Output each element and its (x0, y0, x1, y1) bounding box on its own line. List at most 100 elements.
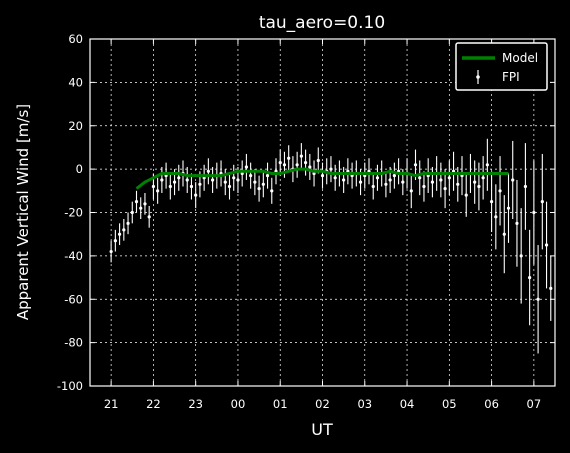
fpi-point (244, 165, 249, 169)
fpi-point (430, 180, 435, 184)
axis-ticks: 60 40 20 0 -20 -40 -60 -80 -100 21 22 23 00 01 02 03 04 0… (57, 32, 555, 411)
fpi-point (519, 254, 523, 258)
fpi-point (316, 158, 320, 163)
fpi-point (278, 161, 282, 165)
fpi-point (249, 174, 253, 178)
fpi-point (498, 189, 502, 193)
y-axis-label: Apparent Vertical Wind [m/s] (14, 104, 32, 320)
x-tick-label: 06 (484, 397, 499, 411)
fpi-point (172, 180, 177, 184)
fpi-point (532, 210, 536, 215)
fpi-point (109, 249, 113, 254)
fpi-point (253, 180, 257, 184)
fpi-point (156, 189, 160, 193)
fpi-point (139, 206, 143, 210)
fpi-point (477, 184, 481, 189)
fpi-point (342, 178, 346, 182)
fpi-point (257, 187, 261, 191)
x-axis-label: UT (311, 420, 333, 439)
fpi-point (536, 297, 540, 301)
y-tick-label: -20 (64, 206, 83, 220)
fpi-point (384, 182, 388, 186)
fpi-point (329, 167, 333, 171)
x-tick-label: 00 (231, 397, 246, 411)
y-tick-label: 20 (68, 119, 83, 133)
fpi-point (418, 176, 422, 180)
fpi-point (388, 178, 392, 182)
x-tick-label: 23 (188, 397, 203, 411)
fpi-point (223, 180, 227, 184)
fpi-point (299, 154, 303, 158)
fpi-point (540, 200, 544, 204)
x-tick-label: 05 (442, 397, 457, 411)
legend-model-label: Model (502, 51, 538, 65)
fpi-point (282, 163, 287, 167)
fpi-point (506, 206, 511, 210)
fpi-point (130, 210, 134, 215)
model-line (135, 167, 509, 190)
fpi-point (439, 178, 443, 182)
fpi-point (494, 215, 498, 219)
fpi-point (528, 275, 532, 280)
fpi-point (473, 180, 477, 184)
fpi-point (236, 178, 240, 182)
fpi-point (502, 232, 506, 236)
fpi-point (375, 176, 380, 180)
fpi-point (443, 187, 447, 191)
x-tick-label: 21 (104, 397, 119, 411)
fpi-point (113, 239, 117, 243)
x-tick-label: 04 (400, 397, 415, 411)
chart-title: tau_aero=0.10 (259, 13, 385, 33)
fpi-point (401, 180, 405, 184)
fpi-point (485, 163, 489, 167)
fpi-point (168, 184, 172, 189)
x-tick-label: 02 (315, 397, 330, 411)
fpi-point (160, 178, 164, 182)
fpi-point (189, 184, 194, 189)
x-tick-label: 01 (273, 397, 288, 411)
fpi-point (358, 180, 363, 184)
fpi-point (206, 169, 210, 173)
legend-fpi-swatch-dot (476, 75, 480, 79)
y-tick-label: -80 (64, 336, 83, 350)
y-tick-label: -60 (64, 292, 83, 306)
fpi-point (295, 163, 299, 167)
fpi-point (511, 178, 515, 182)
fpi-point (227, 184, 232, 189)
fpi-point (126, 221, 130, 225)
x-tick-label: 07 (527, 397, 542, 411)
fpi-point (134, 200, 139, 204)
fpi-point (549, 286, 553, 291)
fpi-point (515, 221, 519, 225)
plot-frame (89, 38, 556, 387)
fpi-point (392, 174, 396, 178)
fpi-point (413, 163, 418, 167)
fpi-point (210, 178, 215, 182)
fpi-point (122, 228, 126, 232)
fpi-point (117, 232, 122, 236)
fpi-point (265, 174, 270, 178)
fpi-point (422, 184, 426, 189)
fpi-point (287, 156, 291, 160)
fpi-point (261, 182, 265, 186)
data-layer (109, 138, 553, 354)
fpi-point (464, 193, 468, 197)
fpi-point (147, 215, 151, 219)
fpi-point (544, 243, 549, 247)
legend: Model FPI (455, 42, 548, 91)
fpi-point (523, 184, 528, 189)
fpi-point (151, 184, 156, 189)
fpi-point (409, 189, 413, 193)
y-tick-label: 0 (76, 162, 83, 176)
y-tick-label: -40 (64, 249, 83, 263)
fpi-point (185, 178, 189, 182)
fpi-point (320, 174, 325, 178)
x-tick-label: 22 (146, 397, 161, 411)
fpi-point (232, 176, 236, 180)
fpi-point (489, 200, 494, 204)
fpi-point (143, 202, 147, 206)
y-tick-label: 40 (68, 75, 83, 89)
fpi-point (177, 176, 181, 180)
y-tick-label: -100 (57, 379, 83, 393)
